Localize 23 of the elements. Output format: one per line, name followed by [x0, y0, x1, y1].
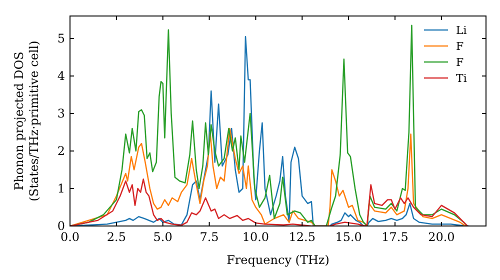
y-tick-label: 0 — [57, 219, 65, 233]
y-tick-label: 1 — [57, 182, 65, 196]
y-tick-label: 4 — [57, 69, 66, 83]
x-tick-label: 12.5 — [288, 230, 316, 244]
y-tick-label: 3 — [57, 106, 65, 120]
line-series — [70, 128, 466, 226]
x-tick-label: 15.0 — [335, 230, 362, 244]
legend-label: Ti — [456, 72, 468, 85]
x-axis-title: Frequency (THz) — [226, 253, 330, 267]
x-tick-label: 7.5 — [200, 230, 219, 244]
y-tick-label: 5 — [57, 32, 65, 46]
line-series — [70, 178, 468, 226]
legend-label: F — [456, 56, 464, 69]
legend-label: F — [456, 40, 464, 53]
y-tick-label: 2 — [57, 144, 65, 158]
x-tick-label: 10.0 — [242, 230, 270, 244]
x-tick-label: 20.0 — [428, 230, 455, 244]
y-axis-title: Phonon projected DOS (States/THz·primitive cell) — [12, 40, 41, 202]
x-tick-label: 2.5 — [106, 230, 126, 244]
legend-label: Li — [456, 24, 468, 37]
x-tick-label: 0.0 — [60, 230, 80, 244]
x-tick-label: 5.0 — [153, 230, 172, 244]
x-tick-label: 17.5 — [382, 230, 408, 244]
